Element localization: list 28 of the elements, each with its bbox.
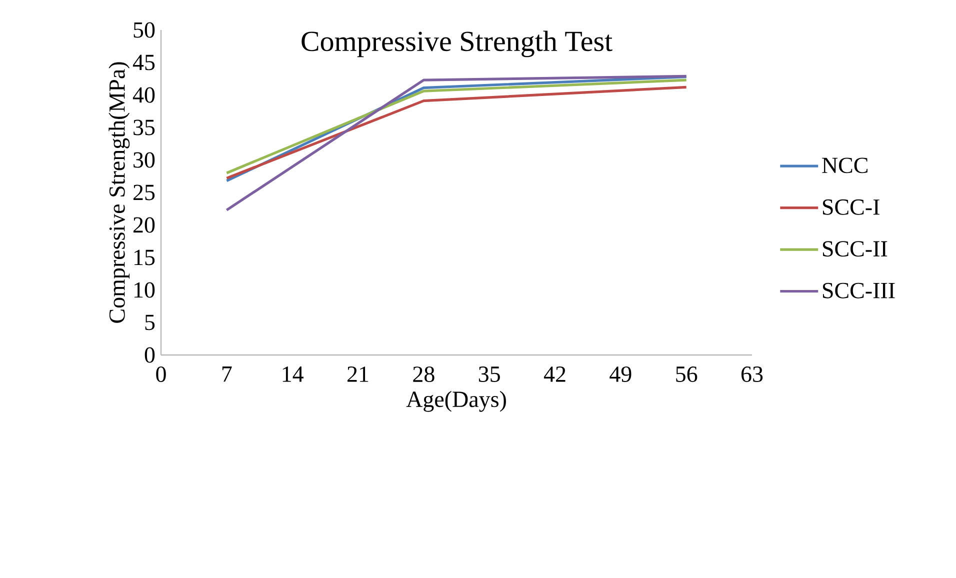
x-tick-label: 56 [676, 366, 698, 382]
y-tick-label: 50 [134, 22, 155, 38]
y-axis-title: Compressive Strength(MPa) [108, 62, 130, 323]
y-tick-label: 35 [134, 120, 155, 136]
x-tick-label: 21 [348, 366, 368, 382]
x-tick-label: 14 [282, 366, 304, 382]
x-tick-label: 35 [478, 366, 500, 382]
legend-label: SCC-II [822, 241, 888, 257]
y-tick-label: 45 [132, 54, 155, 70]
y-tick-label: 20 [133, 217, 155, 233]
y-tick-label: 30 [134, 152, 155, 168]
y-tick-label: 15 [134, 250, 155, 266]
x-axis-title: Age(Days) [406, 390, 506, 412]
x-tick-label: 49 [610, 366, 632, 382]
y-tick-label: 25 [133, 184, 155, 200]
y-tick-label: 5 [145, 314, 155, 330]
x-tick-label: 42 [544, 366, 566, 382]
x-tick-label: 7 [222, 366, 232, 382]
x-tick-label: 28 [413, 366, 434, 382]
legend-label: SCC-I [822, 199, 880, 215]
x-tick-label: 0 [156, 366, 166, 382]
chart-title: Compressive Strength Test [302, 30, 612, 58]
legend-label: SCC-III [822, 282, 895, 298]
y-tick-label: 10 [134, 282, 155, 298]
x-tick-label: 63 [741, 366, 763, 382]
legend-label: NCC [822, 158, 868, 174]
y-tick-label: 0 [144, 347, 155, 363]
y-tick-label: 40 [132, 87, 155, 103]
